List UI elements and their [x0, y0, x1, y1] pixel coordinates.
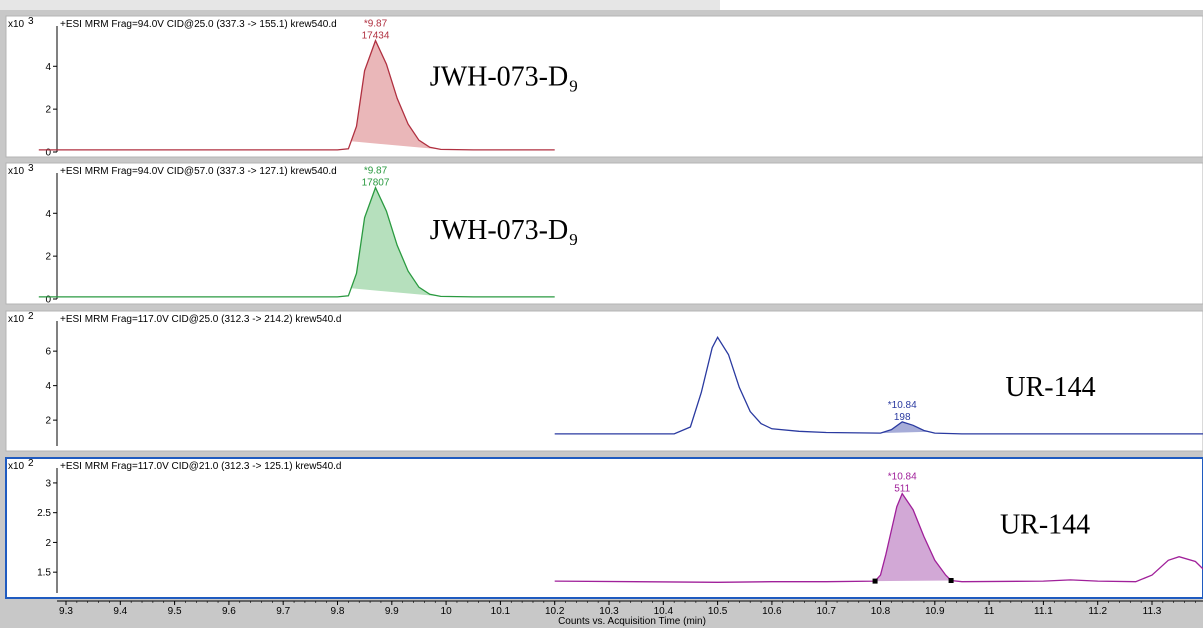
- compound-label: UR-144: [1005, 372, 1095, 403]
- series-trace: [38, 38, 555, 151]
- x-tick-label: 9.4: [113, 606, 127, 617]
- x-tick-label: 10.3: [599, 606, 619, 617]
- x-tick-label: 10.2: [545, 606, 565, 617]
- series-trace: [554, 492, 1203, 583]
- x-tick-label: 11: [984, 606, 995, 617]
- x-tick-label: 9.3: [59, 606, 73, 617]
- panel-p2: x10 3 +ESI MRM Frag=94.0V CID@57.0 (337.3…: [5, 162, 1203, 306]
- x-tick-label: 9.8: [331, 606, 345, 617]
- scale-exponent: 3: [28, 16, 34, 27]
- scale-exponent: 2: [28, 458, 34, 469]
- x-axis-title: Counts vs. Acquisition Time (min): [558, 616, 706, 627]
- panel-p1: x10 3 +ESI MRM Frag=94.0V CID@25.0 (337.3…: [5, 15, 1203, 159]
- panel-background: [5, 457, 1203, 599]
- peak-area-fill: [875, 493, 952, 582]
- peak-area-label: 17434: [362, 31, 390, 42]
- series-trace: [554, 335, 1203, 435]
- x-tick-label: 11.2: [1088, 606, 1107, 617]
- series-trace: [38, 185, 555, 298]
- x-tick-label: 9.5: [168, 606, 182, 617]
- x-tick-label: 10.1: [491, 606, 511, 617]
- x-tick-label: 11.3: [1143, 606, 1162, 617]
- compound-label-subscript: 9: [569, 230, 578, 249]
- panel-header: +ESI MRM Frag=117.0V CID@21.0 (312.3 -> …: [60, 461, 342, 472]
- peak-rt-label: *10.84: [888, 400, 917, 411]
- panel-background: [5, 15, 1203, 158]
- peak-rt-label: *9.87: [364, 166, 388, 177]
- x-tick-label: 10.9: [925, 606, 945, 617]
- y-tick-label: 1.5: [37, 568, 51, 579]
- compound-label: JWH-073-D: [430, 62, 568, 93]
- compound-label-subscript: 9: [569, 77, 578, 96]
- x-tick-label: 9.7: [276, 606, 290, 617]
- panel-header: +ESI MRM Frag=94.0V CID@57.0 (337.3 -> 1…: [60, 166, 337, 177]
- peak-area-label: 198: [894, 412, 911, 423]
- peak-area-fill: [880, 421, 930, 434]
- panel-background: [5, 162, 1203, 305]
- panel-background: [5, 310, 1203, 452]
- scale-label: x10: [8, 166, 25, 177]
- y-tick-label: 4: [45, 381, 51, 392]
- peak-rt-label: *10.84: [888, 472, 917, 483]
- y-tick-label: 2.5: [37, 508, 51, 519]
- y-tick-label: 2: [45, 252, 51, 263]
- y-tick-label: 2: [45, 416, 51, 427]
- x-tick-label: 10.4: [654, 606, 674, 617]
- panel-p4: x10 2 +ESI MRM Frag=117.0V CID@21.0 (312.…: [5, 457, 1203, 599]
- panel-header: +ESI MRM Frag=117.0V CID@25.0 (312.3 -> …: [60, 314, 342, 325]
- x-tick-label: 10.5: [708, 606, 728, 617]
- x-tick-label: 11.1: [1034, 606, 1053, 617]
- compound-label: JWH-073-D: [430, 215, 568, 246]
- x-tick-label: 9.9: [385, 606, 399, 617]
- peak-rt-label: *9.87: [364, 19, 388, 30]
- scale-exponent: 2: [28, 311, 34, 322]
- panel-p3: x10 2 +ESI MRM Frag=117.0V CID@25.0 (312.…: [5, 310, 1203, 452]
- integration-marker: [872, 578, 878, 584]
- top-strip-right: [720, 0, 1203, 10]
- x-tick-label: 10.8: [871, 606, 891, 617]
- x-tick-label: 9.6: [222, 606, 236, 617]
- scale-label: x10: [8, 314, 25, 325]
- compound-label: UR-144: [1000, 510, 1090, 541]
- y-tick-label: 0: [45, 295, 51, 306]
- y-tick-label: 3: [45, 478, 51, 489]
- panel-header: +ESI MRM Frag=94.0V CID@25.0 (337.3 -> 1…: [60, 19, 337, 30]
- y-tick-label: 2: [45, 105, 51, 116]
- top-strip: [0, 0, 720, 10]
- peak-area-label: 17807: [362, 178, 390, 189]
- scale-label: x10: [8, 461, 25, 472]
- x-tick-label: 10: [441, 606, 453, 617]
- y-tick-label: 6: [45, 347, 51, 358]
- y-tick-label: 4: [45, 209, 51, 220]
- y-tick-label: 0: [45, 148, 51, 159]
- integration-marker: [948, 578, 954, 584]
- x-tick-label: 10.7: [816, 606, 836, 617]
- scale-label: x10: [8, 19, 25, 30]
- peak-area-label: 511: [894, 484, 910, 495]
- y-tick-label: 2: [45, 538, 51, 549]
- scale-exponent: 3: [28, 163, 34, 174]
- y-tick-label: 4: [45, 62, 51, 73]
- x-tick-label: 10.6: [762, 606, 782, 617]
